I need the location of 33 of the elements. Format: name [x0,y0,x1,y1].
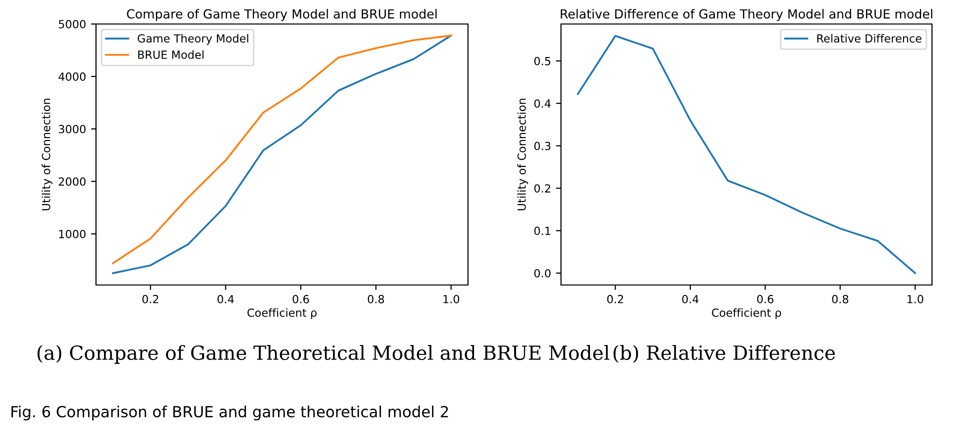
x-tick-label: 0.4 [682,294,698,304]
x-axis-title: Coefficient ρ [247,308,317,320]
x-tick-label: 0.6 [292,294,309,304]
x-tick-label: 1.0 [443,294,460,304]
text: (b) Relative Difference [614,345,835,363]
x-tick-label: 0.2 [607,294,624,304]
x-tick-label: 1.0 [908,294,924,304]
x-tick-label: 0.2 [142,294,158,304]
y-tick-label: 1000 [59,230,86,238]
caption: Fig. 6 Comparison of BRUE and game theoretical model 2 [12,406,448,420]
y-axis-title: Utility of Connection [42,98,52,210]
x-tick-label: 0.4 [218,294,234,304]
x-tick-label: 0.8 [368,294,384,304]
y-tick-label: 0.2 [534,184,550,193]
y-tick-label: 0.0 [534,269,551,278]
y-tick-label: 3000 [58,124,86,134]
y-tick-label: 4000 [58,72,86,81]
legend-label: Game Theory Model [138,34,248,45]
y-tick-label: 0.1 [534,226,550,236]
x-tick-label: 0.6 [757,294,774,304]
chart-title: Relative Difference of Game Theory Model and BRUE model [560,8,932,22]
text: (a) Compare of Game Theoretical Model and BRUE Model [38,345,610,364]
legend-label: BRUE Model [138,50,204,59]
y-tick-label: 2000 [58,177,86,186]
chart-title: Compare of Game Theory Model and BRUE model [126,8,437,22]
y-axis-title: Utility of Connection [517,98,528,210]
y-tick-label: 5000 [58,20,86,28]
y-tick-label: 0.4 [534,99,551,108]
y-tick-label: 0.5 [534,56,550,66]
y-tick-label: 0.3 [534,142,550,150]
x-tick-label: 0.8 [832,294,848,304]
x-axis-title: Coefficient ρ [712,308,782,320]
legend-label: Relative Difference [817,34,922,43]
